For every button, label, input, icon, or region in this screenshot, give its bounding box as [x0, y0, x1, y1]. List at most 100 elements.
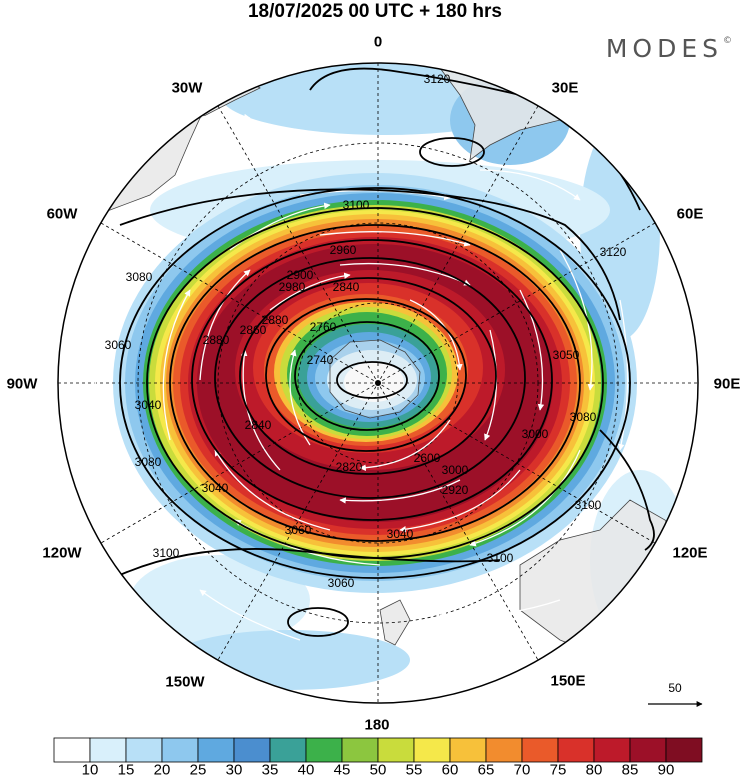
- colorbar-swatch: [377, 737, 415, 763]
- colorbar-swatch: [233, 737, 271, 763]
- colorbar-swatch: [197, 737, 235, 763]
- lon-label-120e: 120E: [672, 544, 708, 562]
- brand-text: MODES: [605, 34, 723, 63]
- colorbar-swatch: [521, 737, 559, 763]
- jet-inner: [344, 362, 404, 402]
- contour-label: 2880: [261, 313, 289, 327]
- contour-label: 3040: [201, 481, 229, 495]
- colorbar-swatch: [341, 737, 379, 763]
- wind-arrow: [214, 449, 331, 531]
- contour-ring: [119, 187, 631, 579]
- contour-label: 3080: [134, 455, 162, 469]
- wind-arrow: [269, 272, 351, 311]
- contour-ring: [265, 298, 467, 452]
- lon-label-150w: 150W: [165, 673, 205, 691]
- contour-label: 3060: [104, 338, 132, 352]
- contour-label: 2760: [309, 320, 337, 334]
- colorbar-tick-label: 25: [189, 761, 207, 779]
- contour-ring: [294, 321, 440, 431]
- contour-label: 2600: [413, 451, 441, 465]
- height-contours: [119, 67, 655, 637]
- contour-label: 3100: [342, 198, 370, 212]
- pole-marker: [375, 380, 381, 386]
- wind-arrow: [519, 289, 545, 411]
- colorbar-tick-label: 70: [513, 761, 531, 779]
- low-closed-contour: [287, 607, 349, 637]
- colorbar-swatch: [269, 737, 307, 763]
- colorbar-swatch: [557, 737, 595, 763]
- lon-label-60w: 60W: [46, 205, 78, 223]
- contour-label: 3060: [327, 576, 355, 590]
- wind-arrow: [479, 169, 581, 201]
- wind-arrow: [339, 262, 471, 286]
- contour-label: 2820: [335, 460, 363, 474]
- colorbar-tick-label: 40: [297, 761, 315, 779]
- wind-arrow: [399, 469, 521, 533]
- colorbar-tick-label: 75: [549, 761, 567, 779]
- contour-label: 2980: [278, 280, 306, 294]
- reference-vector-value: 50: [668, 681, 682, 695]
- contour-label: 3120: [599, 245, 627, 259]
- contour-label: 3080: [125, 270, 153, 284]
- map-title: 18/07/2025 00 UTC + 180 hrs: [247, 1, 503, 22]
- colorbar-swatch: [89, 737, 127, 763]
- lon-label-0: 0: [373, 33, 383, 51]
- colorbar-tick-label: 45: [333, 761, 351, 779]
- lon-label-90w: 90W: [6, 375, 38, 393]
- contour-label: 3040: [134, 398, 162, 412]
- contour-label: 2840: [244, 418, 272, 432]
- wind-arrow: [469, 449, 581, 547]
- wind-arrow: [199, 269, 251, 381]
- wind-arrow: [618, 299, 629, 451]
- contour-ring: [191, 239, 553, 521]
- colorbar-tick-label: 15: [117, 761, 135, 779]
- colorbar-tick-label: 30: [225, 761, 243, 779]
- contour-label: 3100: [486, 551, 514, 565]
- colorbar-swatch: [125, 737, 163, 763]
- wind-patch: [170, 630, 410, 690]
- wind-arrow: [162, 289, 191, 441]
- colorbar-swatch: [485, 737, 523, 763]
- lon-label-30e: 30E: [551, 79, 579, 97]
- contour-label: 3060: [284, 523, 312, 537]
- antarctica: [329, 339, 421, 419]
- wind-arrow: [359, 419, 451, 471]
- wind-arrow: [94, 329, 103, 461]
- colorbar-tick-label: 35: [261, 761, 279, 779]
- contour-label: 2900: [286, 268, 314, 282]
- colorbar-tick-label: 20: [153, 761, 171, 779]
- modes-logo: MODES©: [606, 34, 732, 63]
- colorbar-tick-label: 90: [657, 761, 675, 779]
- colorbar-swatch: [629, 737, 667, 763]
- wind-arrow: [484, 329, 498, 441]
- colorbar-tick-label: 60: [441, 761, 459, 779]
- lon-label-30w: 30W: [171, 79, 203, 97]
- wind-arrow: [199, 589, 301, 641]
- contour-label: 3000: [441, 463, 469, 477]
- lon-label-180: 180: [364, 716, 390, 734]
- wind-arrow: [319, 231, 471, 247]
- contour-label: 3050: [552, 348, 580, 362]
- colorbar-swatch: [665, 737, 703, 763]
- map-border: [57, 62, 699, 704]
- colorbar-swatch: [53, 737, 91, 763]
- lon-label-90e: 90E: [713, 375, 741, 393]
- wind-arrow: [339, 479, 461, 504]
- wind-arrow: [439, 599, 561, 619]
- lon-label-60e: 60E: [676, 205, 704, 223]
- contour-ring: [239, 277, 497, 475]
- contour-ring: [214, 257, 526, 499]
- colorbar-swatch: [449, 737, 487, 763]
- contour-label: 3100: [574, 498, 602, 512]
- contour-3100-south: [119, 548, 501, 576]
- contour-label: 2840: [332, 280, 360, 294]
- colorbar-tick-label: 55: [405, 761, 423, 779]
- contour-label: 2960: [329, 243, 357, 257]
- colorbar-swatch: [413, 737, 451, 763]
- contour-ring: [336, 361, 408, 399]
- colorbar-tick-label: 10: [81, 761, 99, 779]
- colorbar-swatch: [593, 737, 631, 763]
- lon-label-150e: 150E: [550, 672, 586, 690]
- wind-patch: [130, 555, 310, 645]
